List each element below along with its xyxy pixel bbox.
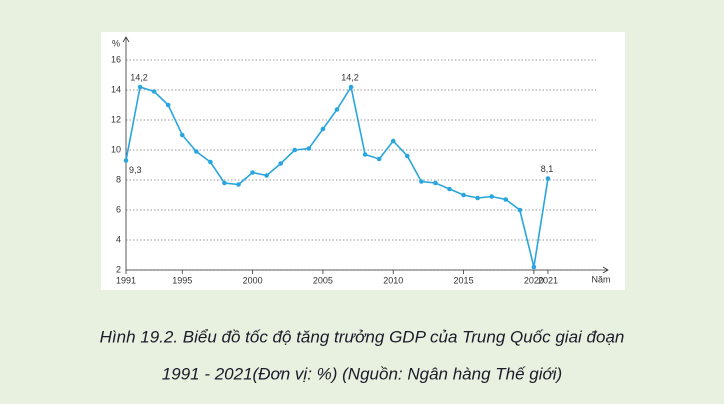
point bbox=[517, 207, 523, 213]
point bbox=[545, 176, 551, 181]
point bbox=[236, 182, 241, 187]
point bbox=[475, 195, 480, 201]
x-tick-label: 2010 bbox=[383, 275, 403, 285]
x-tick-label: 2015 bbox=[454, 275, 474, 285]
point bbox=[165, 102, 171, 108]
x-tick-label: 2000 bbox=[243, 275, 263, 285]
y-tick-label: 12 bbox=[111, 114, 121, 124]
x-axis-label: Năm bbox=[591, 274, 610, 284]
point bbox=[137, 84, 143, 90]
point bbox=[179, 132, 185, 138]
point bbox=[208, 159, 213, 165]
data-label: 9,3 bbox=[129, 165, 142, 175]
x-tick-label: 1995 bbox=[172, 275, 192, 285]
point bbox=[292, 147, 298, 153]
x-tick-label: 1991 bbox=[116, 275, 136, 285]
point bbox=[489, 194, 494, 199]
point bbox=[433, 180, 438, 186]
point bbox=[348, 84, 354, 90]
point bbox=[376, 156, 382, 162]
point bbox=[250, 170, 255, 175]
x-tick-label: 2021 bbox=[538, 275, 558, 285]
point bbox=[334, 107, 340, 112]
point bbox=[419, 179, 424, 184]
point bbox=[278, 161, 284, 166]
point bbox=[447, 186, 452, 192]
x-axis bbox=[126, 266, 609, 274]
point bbox=[531, 264, 537, 270]
point bbox=[264, 173, 269, 178]
data-label: 8,1 bbox=[541, 164, 554, 174]
caption: 1991 - 2021(Đơn vị: %) (Nguồn: Ngân hàng… bbox=[162, 364, 562, 383]
point bbox=[503, 197, 509, 202]
y-axis bbox=[122, 36, 130, 270]
point bbox=[151, 89, 157, 94]
y-tick-label: 8 bbox=[116, 174, 121, 184]
point bbox=[194, 149, 199, 154]
y-axis-label: % bbox=[112, 38, 120, 48]
y-tick-label: 16 bbox=[111, 54, 121, 64]
x-tick-label: 2020 bbox=[524, 275, 544, 285]
point bbox=[390, 138, 396, 144]
y-tick-label: 2 bbox=[116, 264, 121, 274]
y-tick-label: 4 bbox=[116, 234, 121, 244]
point bbox=[306, 146, 312, 151]
y-tick-label: 6 bbox=[116, 204, 121, 214]
point bbox=[461, 192, 466, 198]
point bbox=[123, 158, 129, 163]
point bbox=[222, 180, 227, 186]
x-tick-label: 2005 bbox=[313, 275, 333, 285]
point bbox=[320, 126, 326, 132]
y-tick-label: 14 bbox=[111, 84, 121, 94]
data-label: 14,2 bbox=[130, 72, 148, 82]
caption: Hình 19.2. Biểu đồ tốc độ tăng trưởng GD… bbox=[100, 327, 625, 346]
point bbox=[405, 153, 410, 159]
data-label: 14,2 bbox=[341, 72, 359, 82]
y-tick-label: 10 bbox=[111, 144, 121, 154]
point bbox=[362, 152, 368, 157]
chart-panel bbox=[101, 32, 625, 290]
